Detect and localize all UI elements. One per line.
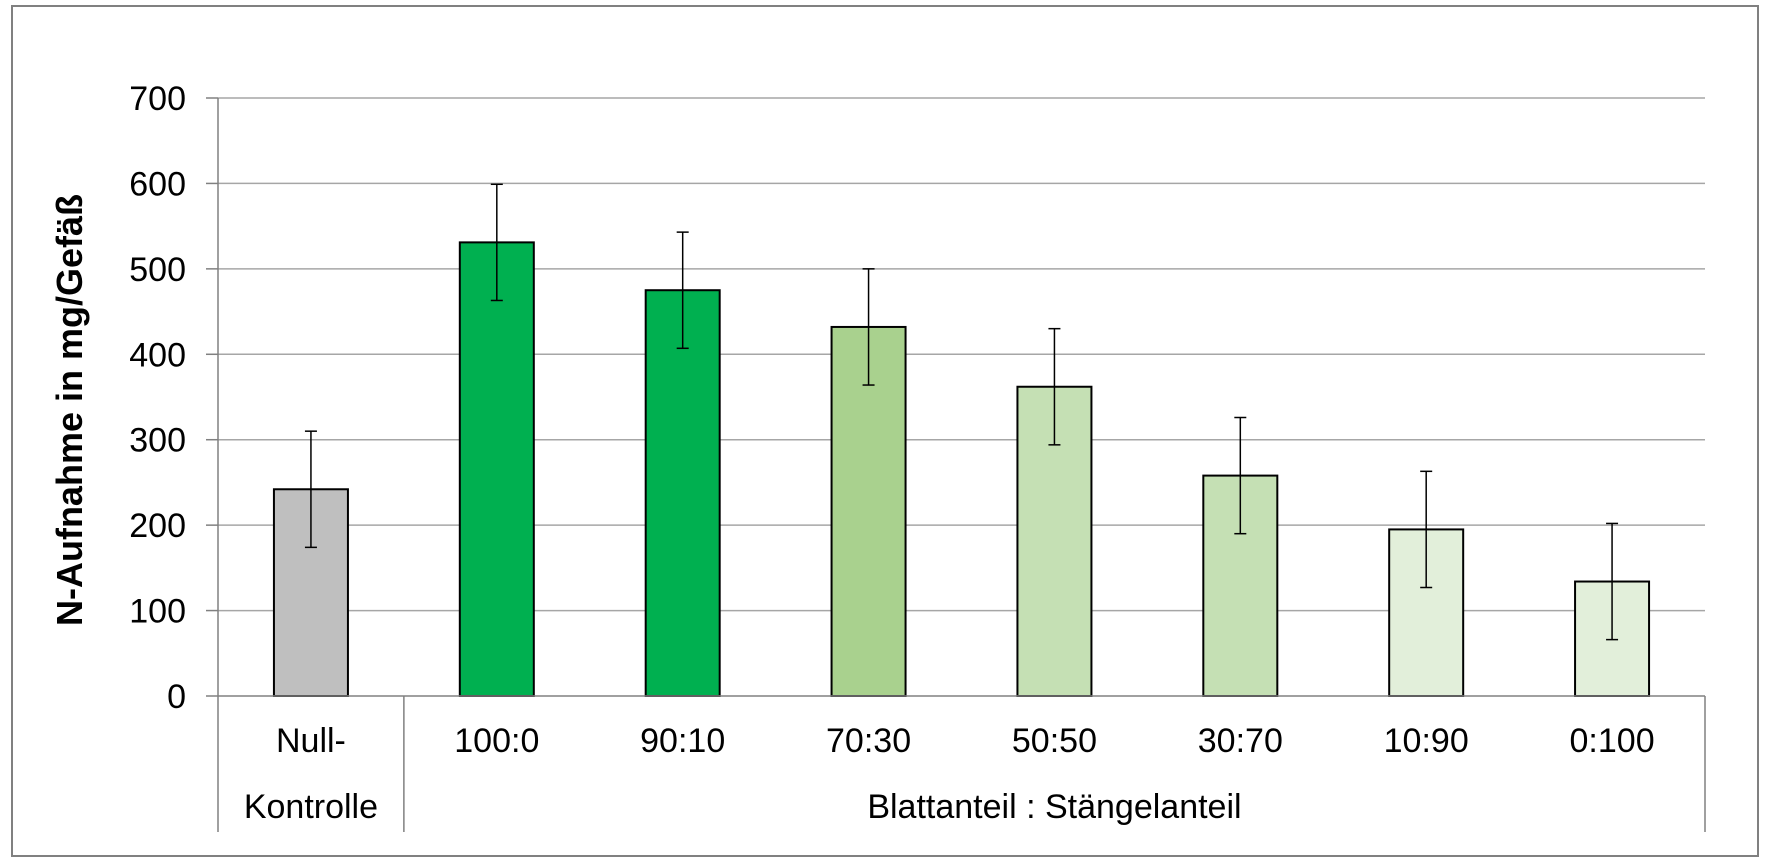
x-tick-label: 100:0 [454,722,539,760]
x-tick-label: Kontrolle [244,788,378,826]
y-tick-label: 200 [129,507,186,545]
axes [206,97,1706,832]
x-tick-label: 10:90 [1384,722,1469,760]
x-group-label: Blattanteil : Stängelanteil [867,788,1241,826]
y-tick-label: 700 [129,80,186,118]
bar [830,325,907,697]
x-tick-label: 50:50 [1012,722,1097,760]
y-tick-label: 0 [167,678,186,716]
y-tick-label: 300 [129,422,186,460]
x-tick-label: 90:10 [640,722,725,760]
y-tick-label: 500 [129,251,186,289]
y-tick-label: 600 [129,165,186,203]
y-tick-label: 400 [129,336,186,374]
x-tick-label: 0:100 [1570,722,1655,760]
x-tick-label: 70:30 [826,722,911,760]
y-axis-title: N-Aufnahme in mg/Gefäß [49,194,90,626]
bar [458,241,535,697]
bar [644,289,721,697]
tick-labels: 0 100 200 300 400 500 600 700 Null- Kontrolle 100:… [129,80,1654,826]
x-tick-label: 30:70 [1198,722,1283,760]
y-tick-label: 100 [129,593,186,631]
x-tick-label: Null- [276,722,346,760]
